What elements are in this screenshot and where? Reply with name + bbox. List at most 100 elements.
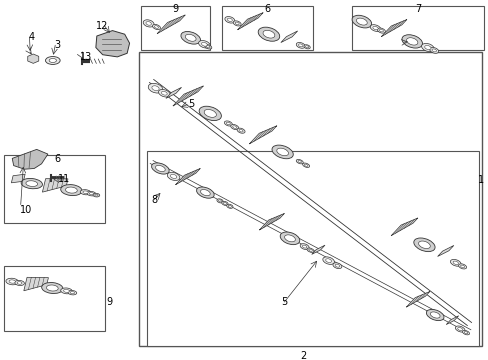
Ellipse shape: [284, 235, 295, 242]
Polygon shape: [381, 19, 406, 37]
Ellipse shape: [46, 285, 58, 291]
Bar: [141, 6, 210, 50]
Ellipse shape: [304, 164, 307, 166]
Polygon shape: [445, 316, 458, 325]
Text: 3: 3: [55, 40, 61, 50]
Ellipse shape: [158, 90, 170, 97]
Ellipse shape: [377, 28, 385, 33]
Bar: [146, 151, 478, 346]
Bar: [222, 6, 312, 50]
Polygon shape: [157, 15, 185, 34]
Ellipse shape: [413, 238, 434, 252]
Ellipse shape: [424, 45, 430, 50]
Ellipse shape: [89, 193, 93, 195]
Ellipse shape: [297, 161, 301, 163]
Ellipse shape: [15, 280, 24, 285]
Ellipse shape: [462, 330, 468, 335]
Text: 5: 5: [188, 99, 194, 109]
Text: 6: 6: [264, 4, 270, 14]
Ellipse shape: [203, 109, 216, 117]
Ellipse shape: [204, 45, 211, 49]
Ellipse shape: [258, 27, 279, 41]
Ellipse shape: [298, 44, 303, 47]
Ellipse shape: [143, 20, 154, 27]
Ellipse shape: [305, 46, 308, 48]
Ellipse shape: [224, 17, 234, 23]
Ellipse shape: [148, 84, 163, 93]
Ellipse shape: [302, 163, 309, 167]
Text: 9: 9: [106, 297, 113, 307]
Ellipse shape: [26, 181, 38, 186]
Ellipse shape: [276, 148, 288, 156]
Ellipse shape: [152, 86, 159, 91]
Ellipse shape: [63, 289, 69, 292]
Ellipse shape: [45, 57, 60, 64]
Polygon shape: [96, 31, 129, 57]
Ellipse shape: [356, 18, 366, 25]
Ellipse shape: [87, 192, 96, 196]
Ellipse shape: [308, 249, 312, 251]
Ellipse shape: [232, 126, 236, 129]
Ellipse shape: [280, 232, 299, 245]
Polygon shape: [311, 245, 325, 255]
Ellipse shape: [351, 15, 371, 28]
Text: 9: 9: [172, 4, 178, 14]
Text: 8: 8: [151, 195, 158, 205]
Polygon shape: [165, 87, 181, 98]
Text: 7: 7: [414, 4, 420, 14]
Ellipse shape: [155, 165, 165, 172]
Ellipse shape: [181, 31, 200, 44]
Bar: [351, 6, 483, 50]
Polygon shape: [249, 126, 276, 144]
Ellipse shape: [167, 172, 180, 180]
Text: 6: 6: [55, 154, 61, 164]
Text: 11: 11: [58, 174, 70, 184]
Ellipse shape: [235, 22, 239, 25]
Bar: [139, 52, 481, 346]
Ellipse shape: [93, 193, 100, 197]
Text: 2: 2: [300, 351, 305, 360]
Ellipse shape: [454, 326, 464, 332]
Polygon shape: [175, 168, 200, 185]
Ellipse shape: [421, 44, 433, 51]
Ellipse shape: [458, 264, 466, 269]
Polygon shape: [173, 86, 203, 106]
Polygon shape: [11, 174, 25, 183]
Ellipse shape: [196, 187, 214, 198]
Ellipse shape: [70, 292, 74, 294]
Polygon shape: [237, 13, 263, 30]
Ellipse shape: [198, 41, 210, 48]
Ellipse shape: [161, 91, 167, 95]
Ellipse shape: [429, 312, 439, 318]
Ellipse shape: [6, 278, 19, 285]
Ellipse shape: [65, 187, 77, 193]
Ellipse shape: [152, 24, 160, 30]
Ellipse shape: [306, 248, 313, 252]
Ellipse shape: [9, 280, 15, 283]
Polygon shape: [280, 31, 297, 42]
Ellipse shape: [296, 159, 303, 164]
Polygon shape: [12, 149, 48, 169]
Ellipse shape: [332, 263, 341, 269]
Text: 4: 4: [28, 32, 35, 42]
Ellipse shape: [201, 42, 207, 46]
Ellipse shape: [239, 129, 243, 132]
Polygon shape: [24, 277, 48, 291]
Ellipse shape: [200, 189, 210, 196]
Ellipse shape: [83, 191, 88, 194]
Ellipse shape: [449, 260, 460, 266]
Ellipse shape: [463, 332, 467, 334]
Polygon shape: [437, 246, 453, 256]
Ellipse shape: [223, 202, 226, 204]
Ellipse shape: [199, 106, 221, 121]
Ellipse shape: [68, 291, 77, 295]
Ellipse shape: [151, 163, 169, 174]
Ellipse shape: [304, 45, 309, 49]
Ellipse shape: [300, 244, 308, 249]
Ellipse shape: [222, 201, 227, 206]
Polygon shape: [259, 213, 284, 230]
Ellipse shape: [460, 265, 464, 268]
Ellipse shape: [41, 283, 63, 293]
Ellipse shape: [452, 261, 457, 265]
Ellipse shape: [17, 282, 22, 284]
